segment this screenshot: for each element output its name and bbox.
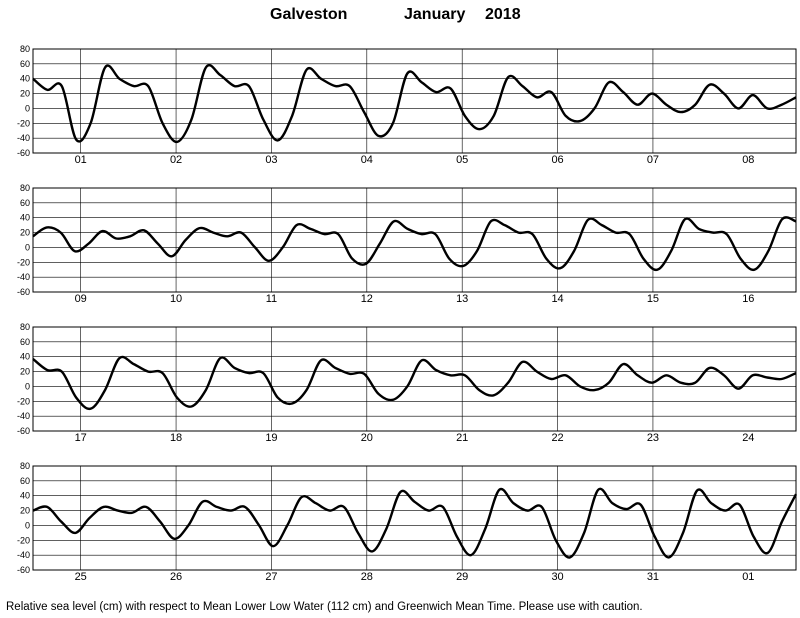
panel-frame [32,465,797,571]
x-tick-label: 25 [75,571,87,583]
y-tick-label: 40 [20,491,30,501]
x-tick-label: 08 [742,154,754,166]
title-station: Galveston [270,6,348,23]
y-tick-label: -40 [17,133,30,143]
panel-frame [32,48,797,154]
y-tick-label: -20 [17,396,30,406]
y-tick-label: 80 [20,322,30,332]
x-tick-label: 30 [551,571,563,583]
x-tick-label: 18 [170,432,182,444]
x-tick-label: 19 [265,432,277,444]
x-tick-label: 27 [265,571,277,583]
x-tick-label: 20 [361,432,373,444]
x-tick-label: 22 [551,432,563,444]
y-tick-label: -60 [17,148,30,158]
x-tick-label: 10 [170,293,182,305]
tide-line [32,63,797,144]
y-tick-label: -60 [17,565,30,575]
x-tick-label: 09 [75,293,87,305]
y-tick-label: 80 [20,44,30,54]
x-tick-label: 16 [742,293,754,305]
x-tick-label: 23 [647,432,659,444]
y-tick-label: 40 [20,352,30,362]
x-tick-label: 15 [647,293,659,305]
y-tick-label: 20 [20,367,30,377]
y-tick-label: -40 [17,550,30,560]
y-tick-label: 20 [20,506,30,516]
x-tick-label: 21 [456,432,468,444]
y-tick-label: 20 [20,89,30,99]
y-tick-label: 0 [25,242,30,252]
tide-line [32,355,797,411]
y-tick-label: 20 [20,228,30,238]
x-tick-label: 29 [456,571,468,583]
x-tick-label: 12 [361,293,373,305]
x-tick-label: 17 [75,432,87,444]
x-tick-label: 13 [456,293,468,305]
y-tick-label: 0 [25,520,30,530]
tide-line [32,487,798,559]
y-tick-label: -60 [17,426,30,436]
y-tick-label: -20 [17,257,30,267]
chart-title: Galveston January 2018 [0,6,800,28]
y-tick-label: 80 [20,183,30,193]
y-tick-label: 40 [20,74,30,84]
tide-panel: 80 60 40 20 0 -20 -40 -60 09 10 11 12 13 14 15 16 [17,183,797,305]
y-tick-label: 40 [20,213,30,223]
x-tick-label: 31 [647,571,659,583]
x-tick-label: 11 [266,293,277,305]
x-tick-label: 28 [361,571,373,583]
y-tick-label: 60 [20,337,30,347]
x-tick-label: 01 [742,571,754,583]
x-tick-label: 24 [742,432,754,444]
y-tick-label: 60 [20,476,30,486]
y-tick-label: 0 [25,381,30,391]
y-tick-label: 0 [25,103,30,113]
y-tick-label: -40 [17,411,30,421]
y-tick-label: 60 [20,59,30,69]
x-tick-label: 05 [456,154,468,166]
y-tick-label: 80 [20,461,30,471]
x-tick-label: 01 [75,154,87,166]
tide-panel: 80 60 40 20 0 -20 -40 -60 01 02 03 04 05 06 07 08 [17,44,797,166]
footer-note: Relative sea level (cm) with respect to … [6,601,643,613]
y-tick-label: -40 [17,272,30,282]
x-tick-label: 06 [551,154,563,166]
tide-panel: 80 60 40 20 0 -20 -40 -60 17 18 19 20 21 22 23 24 [17,322,797,444]
x-tick-label: 03 [265,154,277,166]
x-tick-label: 04 [361,154,373,166]
y-tick-label: -60 [17,287,30,297]
tide-panel: 80 60 40 20 0 -20 -40 -60 25 26 27 28 29 30 31 01 [17,461,798,583]
x-tick-label: 02 [170,154,182,166]
x-tick-label: 26 [170,571,182,583]
panel-frame [32,326,797,432]
y-tick-label: 60 [20,198,30,208]
tide-line [32,216,797,272]
x-tick-label: 07 [647,154,659,166]
tide-charts: 80 60 40 20 0 -20 -40 -60 01 02 03 04 05 06 07 08 80 60 40… [17,44,798,583]
title-month: January [404,6,466,23]
x-tick-label: 14 [551,293,563,305]
panel-frame [32,187,797,293]
y-tick-label: -20 [17,535,30,545]
y-tick-label: -20 [17,118,30,128]
title-year: 2018 [485,6,521,23]
